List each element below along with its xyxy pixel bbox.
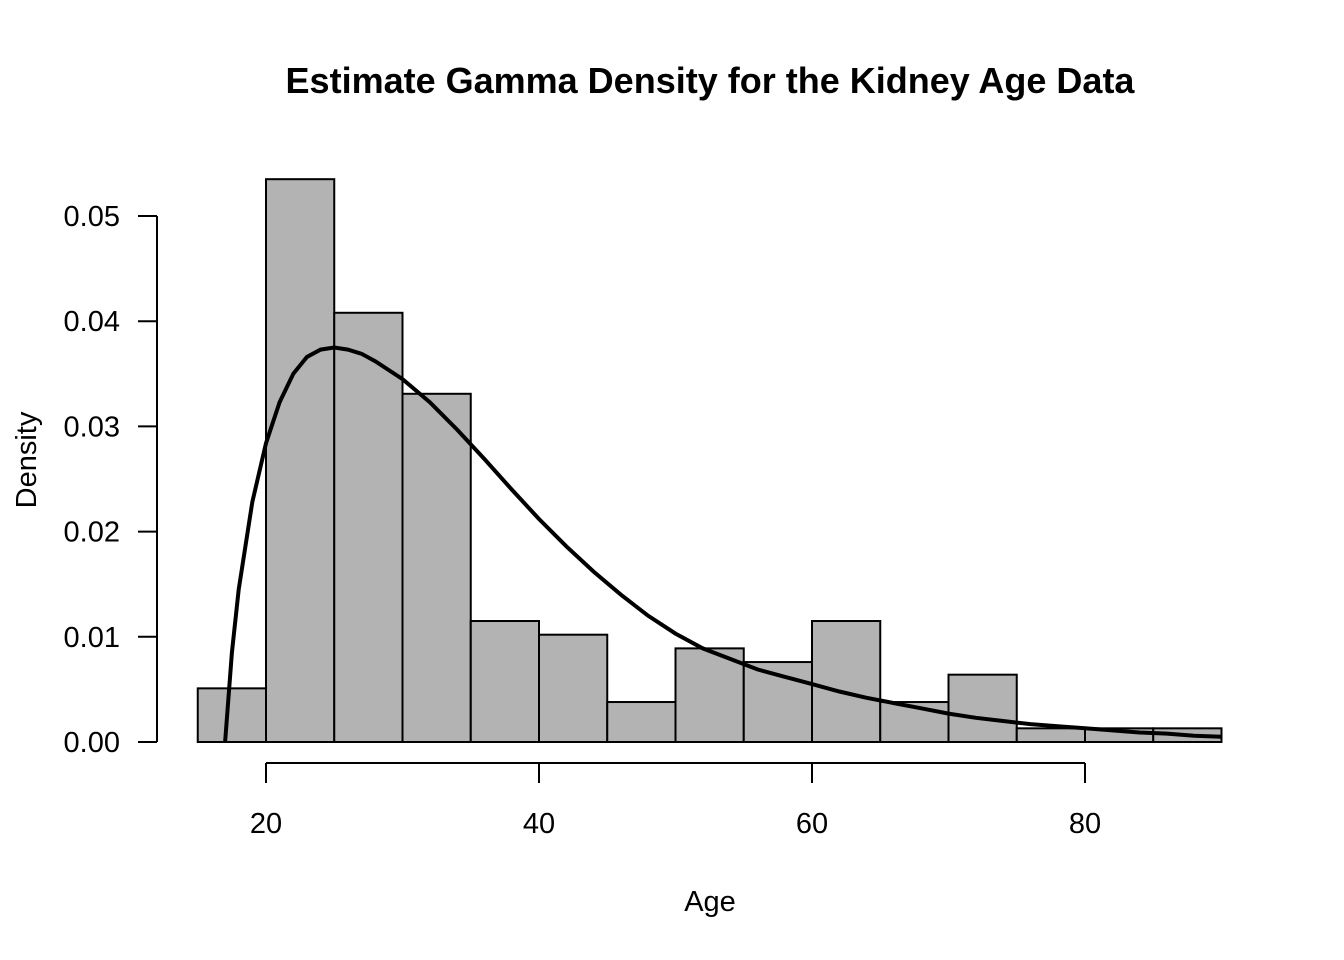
- histogram-bars: [196, 178, 1223, 744]
- histogram-bar: [196, 687, 267, 744]
- y-tick-label: 0.03: [64, 411, 120, 443]
- histogram-bar: [606, 701, 677, 743]
- histogram-bar: [674, 647, 745, 744]
- x-tick-label: 20: [250, 808, 282, 840]
- histogram-bar: [333, 311, 404, 743]
- histogram-bar: [1015, 727, 1086, 743]
- chart-title: Estimate Gamma Density for the Kidney Ag…: [286, 60, 1136, 101]
- x-tick-label: 40: [523, 808, 555, 840]
- y-tick-label: 0.00: [64, 727, 120, 759]
- histogram-bar: [538, 633, 609, 743]
- histogram-bar: [947, 673, 1018, 743]
- y-tick-label: 0.02: [64, 517, 120, 549]
- x-axis: 20 40 60 80: [250, 762, 1101, 840]
- density-curve-layer: [223, 345, 1222, 743]
- x-axis-label: Age: [684, 886, 736, 918]
- histogram-bar: [265, 178, 336, 743]
- histogram-bar: [811, 620, 882, 744]
- y-axis: 0.00 0.01 0.02 0.03 0.04 0.05: [64, 201, 158, 759]
- x-tick-label: 60: [796, 808, 828, 840]
- y-axis-label: Density: [11, 411, 43, 508]
- gamma-density-curve: [223, 345, 1222, 743]
- x-tick-label: 80: [1069, 808, 1101, 840]
- y-tick-label: 0.01: [64, 622, 120, 654]
- y-tick-label: 0.04: [64, 306, 120, 338]
- y-tick-label: 0.05: [64, 201, 120, 233]
- histogram-bar: [469, 620, 540, 744]
- histogram-bar: [401, 392, 472, 743]
